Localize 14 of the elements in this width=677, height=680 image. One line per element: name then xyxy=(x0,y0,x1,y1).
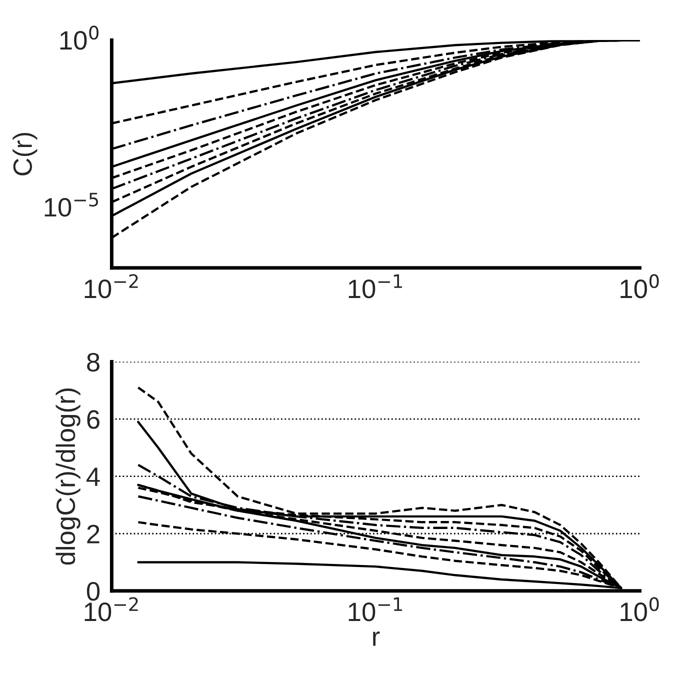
y-tick-label: 4 xyxy=(86,468,100,486)
x-axis-title: r xyxy=(373,632,380,646)
x-tick-label: 10$^{−1}$ xyxy=(348,274,402,298)
y-tick-label: 10$^{0}$ xyxy=(60,26,99,50)
y-axis-title: C(r) xyxy=(12,132,38,176)
x-tick-label: 10$^{0}$ xyxy=(620,597,659,622)
y-axis-title: dlogC(r)/dlog(r) xyxy=(56,388,80,565)
x-tick-label: 10$^{0}$ xyxy=(620,274,659,298)
y-tick-label: 2 xyxy=(87,524,100,544)
x-tick-label: 10$^{−2}$ xyxy=(84,274,138,298)
y-tick-label: 6 xyxy=(87,410,100,429)
y-tick-label: 8 xyxy=(87,352,100,372)
y-tick-label: 10$^{−5}$ xyxy=(44,192,98,217)
x-tick-label: 10$^{−1}$ xyxy=(348,597,402,622)
